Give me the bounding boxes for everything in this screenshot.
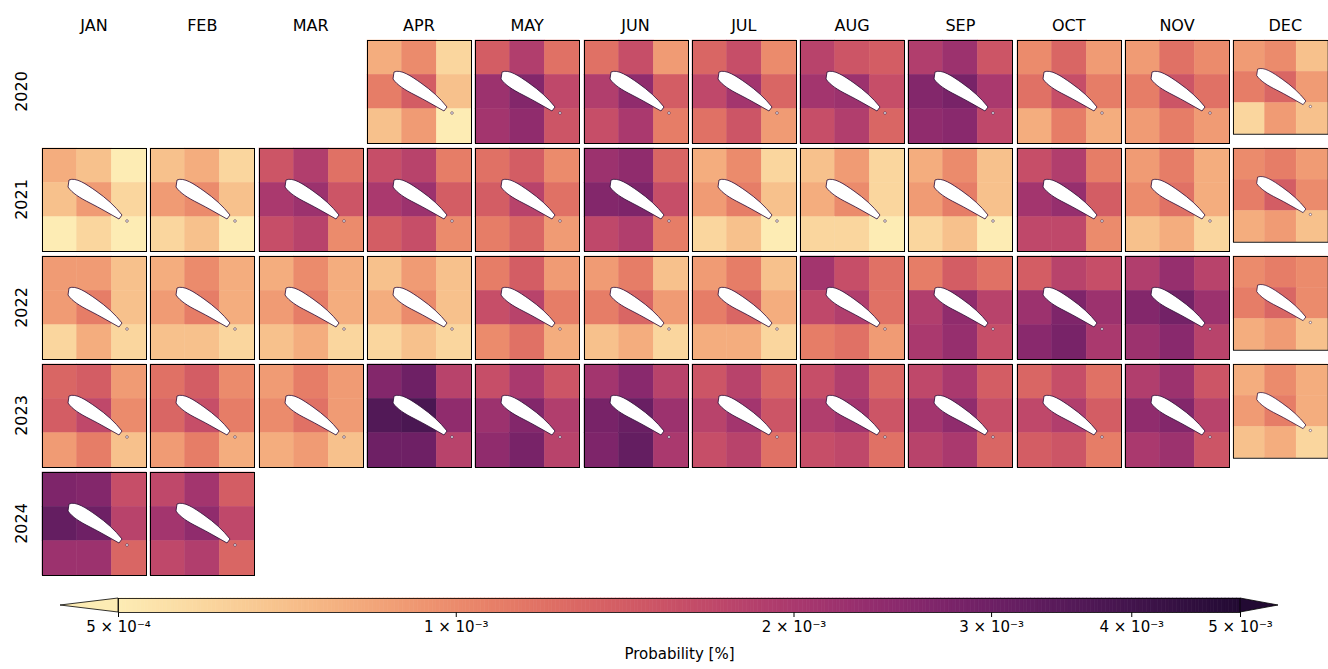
html-text:2021: 2021 xyxy=(11,178,31,220)
html-text:JUL: JUL xyxy=(731,16,757,35)
html-text:JUN: JUN xyxy=(621,16,650,35)
html-text:DEC: DEC xyxy=(1268,16,1303,35)
html-text:2022: 2022 xyxy=(11,286,31,328)
svg-text:3 × 10⁻³: 3 × 10⁻³ xyxy=(959,618,1024,636)
html-text:SEP: SEP xyxy=(945,16,976,35)
svg-text:1 × 10⁻³: 1 × 10⁻³ xyxy=(424,618,489,636)
html-text:OCT: OCT xyxy=(1051,16,1086,35)
html-text:APR: APR xyxy=(403,16,435,35)
html-text:FEB: FEB xyxy=(187,16,218,35)
svg-text:5 × 10⁻⁴: 5 × 10⁻⁴ xyxy=(86,618,151,636)
svg-text:Probability [%]: Probability [%] xyxy=(624,645,734,663)
svg-text:5 × 10⁻³: 5 × 10⁻³ xyxy=(1208,618,1273,636)
html-text:2023: 2023 xyxy=(11,394,31,436)
html-text:MAR: MAR xyxy=(292,16,329,35)
html-text:MAY: MAY xyxy=(510,16,544,35)
html-text:NOV: NOV xyxy=(1159,16,1195,35)
html-text:AUG: AUG xyxy=(834,16,870,35)
html-text:2024: 2024 xyxy=(11,502,31,544)
svg-text:2 × 10⁻³: 2 × 10⁻³ xyxy=(762,618,827,636)
svg-text:4 × 10⁻³: 4 × 10⁻³ xyxy=(1099,618,1164,636)
html-text:JAN: JAN xyxy=(80,16,108,35)
html-text:2020: 2020 xyxy=(11,70,31,112)
